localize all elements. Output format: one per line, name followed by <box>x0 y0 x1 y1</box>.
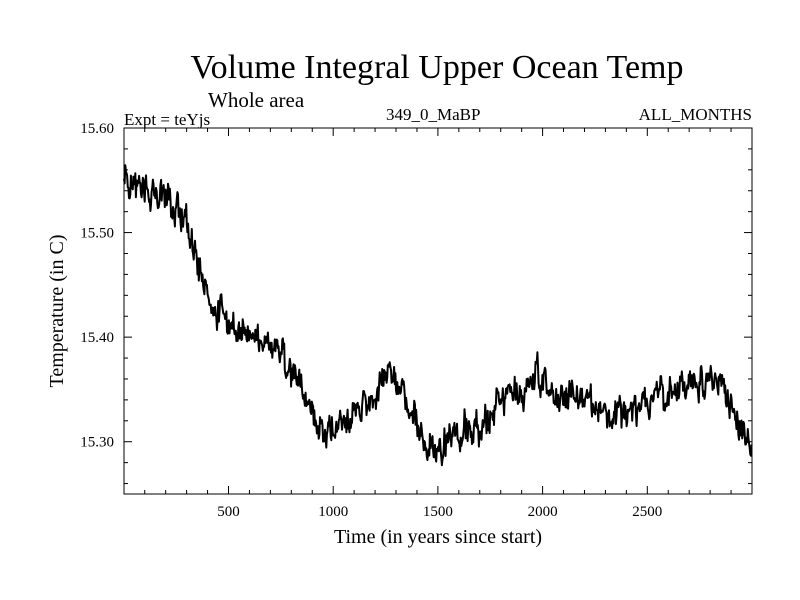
months-label: ALL_MONTHS <box>639 105 752 124</box>
chart-subtitle: Whole area <box>208 88 305 112</box>
period-label: 349_0_MaBP <box>386 105 480 124</box>
chart-title: Volume Integral Upper Ocean Temp <box>191 49 684 86</box>
x-tick-label: 2000 <box>528 504 558 520</box>
x-ticks <box>144 128 732 494</box>
plot-frame <box>123 127 753 495</box>
x-tick-label: 1000 <box>318 504 348 520</box>
series-line <box>123 164 753 467</box>
x-tick-label: 500 <box>217 504 240 520</box>
y-tick-label: 15.60 <box>80 121 114 137</box>
y-tick-label: 15.50 <box>80 226 114 242</box>
y-tick-label: 15.30 <box>80 435 114 451</box>
y-tick-labels: 15.30 15.40 15.50 15.60 <box>80 121 114 451</box>
y-tick-label: 15.40 <box>80 330 114 346</box>
experiment-label: Expt = teYjs <box>124 110 210 129</box>
x-tick-label: 1500 <box>423 504 453 520</box>
y-axis-label: Temperature (in C) <box>46 235 68 388</box>
x-axis-label: Time (in years since start) <box>334 526 542 548</box>
x-tick-labels: 500 1000 1500 2000 2500 <box>217 504 662 520</box>
x-tick-label: 2500 <box>632 504 662 520</box>
